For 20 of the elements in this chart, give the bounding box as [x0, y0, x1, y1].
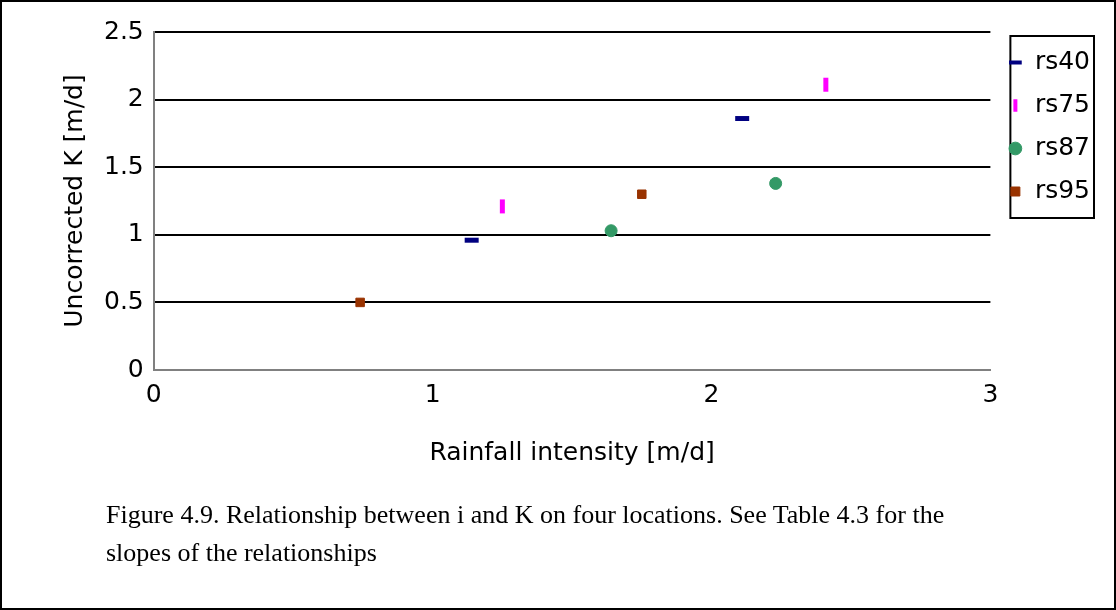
x-tick-label: 2	[703, 378, 720, 408]
point	[637, 189, 647, 199]
y-tick-label: 2.5	[103, 15, 144, 45]
point	[769, 176, 783, 190]
x-axis-title: Rainfall intensity [m/d]	[429, 436, 715, 466]
legend-label: rs95	[1034, 175, 1091, 204]
y-tick-label: 0	[127, 353, 144, 383]
caption: Figure 4.9. Relationship between i and K on four locations. See Table 4.3 for the slopes of the relationships	[106, 499, 946, 569]
y-tick-label: 1.5	[103, 150, 144, 180]
x-tick-label: 1	[424, 378, 441, 408]
y-tick-label: 0.5	[103, 285, 144, 315]
x-tick-label: 3	[982, 378, 999, 408]
point	[604, 224, 618, 238]
legend-label: rs75	[1034, 89, 1091, 118]
y-axis-title: Uncorrected K [m/d]	[58, 74, 88, 328]
y-tick-label: 1	[127, 218, 144, 248]
legend-label: rs40	[1034, 46, 1091, 75]
legend-label: rs87	[1034, 132, 1091, 161]
y-tick-label: 2	[127, 83, 144, 113]
point	[355, 297, 365, 308]
